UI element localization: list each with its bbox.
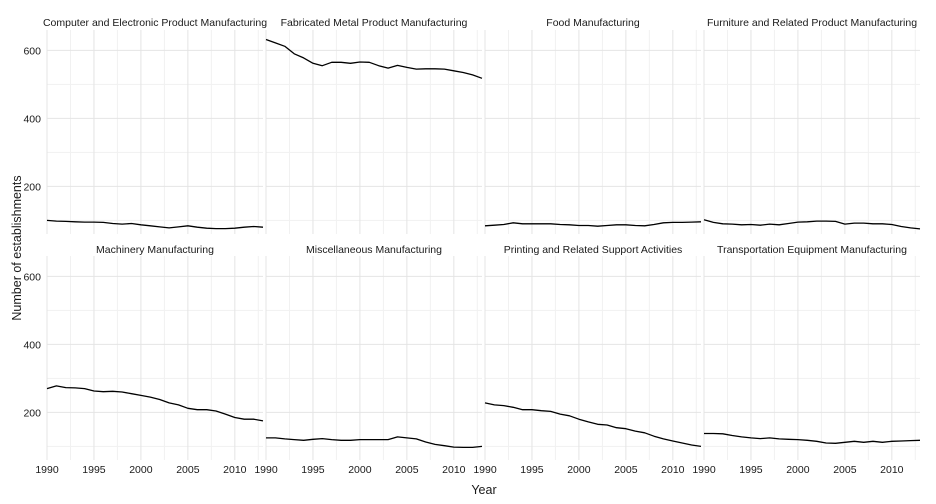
series-line: [265, 38, 483, 79]
facet-panel: Printing and Related Support Activities 1…: [473, 244, 702, 476]
x-tick-label: 1995: [301, 464, 325, 476]
panel-title: Printing and Related Support Activities: [504, 244, 683, 256]
y-tick-label: 400: [23, 339, 41, 351]
facet-panel: Furniture and Related Product Manufactur…: [703, 17, 921, 234]
x-tick-label: 2005: [395, 464, 419, 476]
facet-panel: Machinery Manufacturing 200 400 600 1990 1995…: [23, 244, 264, 476]
y-tick-label: 400: [23, 113, 41, 125]
x-tick-label: 2005: [614, 464, 638, 476]
facet-panel: Transportation Equipment Manufacturing 19…: [692, 244, 921, 476]
x-tick-label: 2010: [442, 464, 466, 476]
y-tick-label: 200: [23, 181, 41, 193]
x-tick-label: 2000: [786, 464, 810, 476]
series-line: [484, 402, 702, 448]
x-tick-label: 1995: [739, 464, 763, 476]
y-tick-label: 600: [23, 45, 41, 57]
panel-title: Transportation Equipment Manufacturing: [717, 244, 907, 256]
x-axis-title: Year: [471, 483, 496, 497]
panels-layer: Computer and Electronic Product Manufact…: [23, 17, 921, 476]
x-tick-label: 2000: [567, 464, 591, 476]
x-tick-label: 2010: [661, 464, 685, 476]
panel-title: Miscellaneous Manufacturing: [306, 244, 442, 256]
facet-panel: Computer and Electronic Product Manufact…: [23, 17, 267, 234]
facet-panel: Food Manufacturing: [484, 17, 702, 234]
x-tick-label: 2005: [833, 464, 857, 476]
x-tick-label: 1990: [254, 464, 278, 476]
panel-title: Furniture and Related Product Manufactur…: [707, 17, 917, 29]
series-line: [704, 432, 921, 444]
series-line: [46, 385, 264, 422]
x-tick-label: 1995: [82, 464, 106, 476]
panel-title: Food Manufacturing: [546, 17, 640, 29]
x-tick-label: 1990: [473, 464, 497, 476]
series-line: [484, 221, 702, 227]
x-tick-label: 2010: [880, 464, 904, 476]
y-tick-label: 200: [23, 407, 41, 419]
y-axis-title: Number of establishments: [10, 175, 24, 320]
series-line: [703, 219, 921, 230]
panel-title: Fabricated Metal Product Manufacturing: [281, 17, 468, 29]
panel-title: Computer and Electronic Product Manufact…: [43, 17, 267, 29]
facet-panel: Miscellaneous Manufacturing 1990 1995 2000 2…: [254, 244, 483, 476]
series-line: [266, 436, 483, 449]
x-tick-label: 2000: [348, 464, 372, 476]
x-tick-label: 1990: [35, 464, 59, 476]
facet-panel: Fabricated Metal Product Manufacturing: [265, 17, 483, 234]
x-tick-label: 1990: [692, 464, 716, 476]
x-tick-label: 2005: [176, 464, 200, 476]
panel-title: Machinery Manufacturing: [96, 244, 214, 256]
x-tick-label: 1995: [520, 464, 544, 476]
x-tick-label: 2000: [129, 464, 153, 476]
series-line: [46, 219, 264, 230]
x-tick-label: 2010: [223, 464, 247, 476]
y-tick-label: 600: [23, 271, 41, 283]
